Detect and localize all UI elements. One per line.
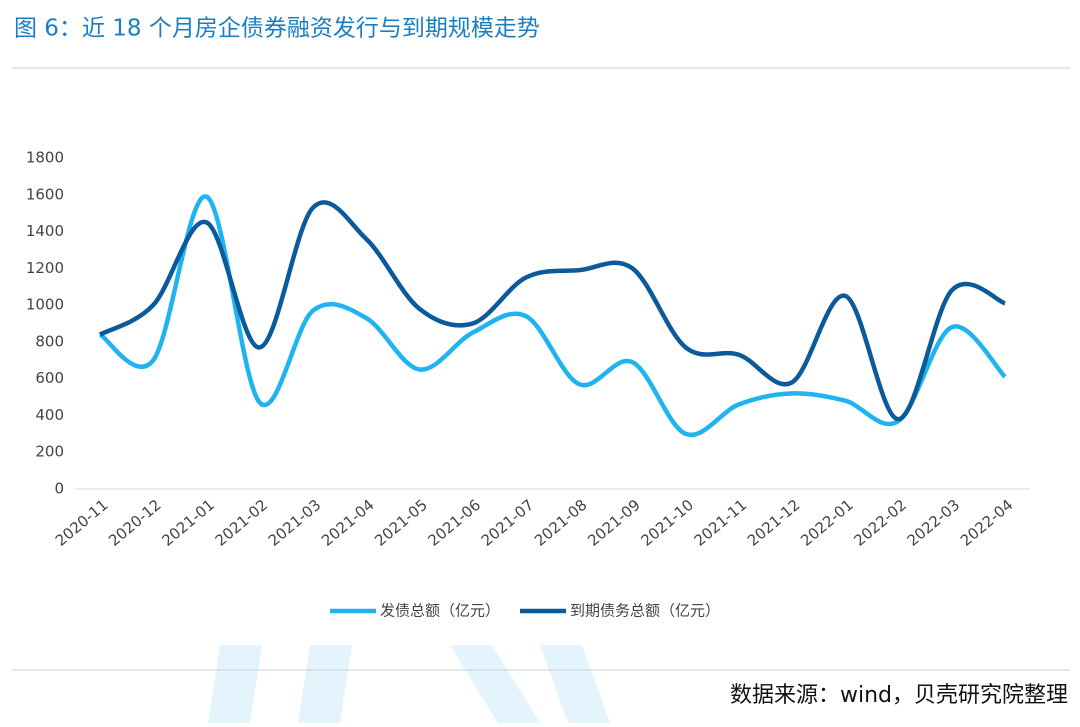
x-tick-label: 2021-10 bbox=[637, 496, 697, 550]
x-tick-label: 2020-11 bbox=[52, 496, 112, 550]
x-tick-label: 2021-07 bbox=[478, 496, 538, 550]
y-tick-label: 400 bbox=[35, 406, 64, 424]
y-tick-label: 1200 bbox=[26, 259, 64, 277]
series-line bbox=[98, 194, 1007, 438]
x-tick-label: 2021-01 bbox=[158, 496, 218, 550]
x-tick-label: 2021-05 bbox=[371, 496, 431, 550]
chart-title: 图 6：近 18 个月房企债券融资发行与到期规模走势 bbox=[14, 16, 540, 42]
y-tick-label: 1600 bbox=[26, 185, 64, 203]
x-tick-label: 2021-03 bbox=[265, 496, 325, 550]
watermark bbox=[208, 645, 610, 723]
x-tick-label: 2022-01 bbox=[797, 496, 857, 550]
source-note: 数据来源：wind，贝壳研究院整理 bbox=[730, 683, 1068, 708]
x-tick-label: 2021-11 bbox=[691, 496, 751, 550]
y-tick-label: 1400 bbox=[26, 222, 64, 240]
x-tick-label: 2022-03 bbox=[904, 496, 964, 550]
y-tick-label: 200 bbox=[35, 443, 64, 461]
y-tick-label: 600 bbox=[35, 369, 64, 387]
x-tick-label: 2021-04 bbox=[318, 496, 378, 550]
y-tick-label: 1000 bbox=[26, 296, 64, 314]
x-tick-label: 2022-04 bbox=[957, 496, 1017, 550]
x-tick-label: 2020-12 bbox=[105, 496, 165, 550]
legend-label: 到期债务总额（亿元） bbox=[570, 602, 720, 620]
x-tick-label: 2021-06 bbox=[425, 496, 485, 550]
x-tick-label: 2021-02 bbox=[212, 496, 272, 550]
y-tick-label: 800 bbox=[35, 332, 64, 350]
y-tick-label: 1800 bbox=[26, 149, 64, 167]
x-tick-label: 2021-12 bbox=[744, 496, 804, 550]
series-line bbox=[98, 200, 1006, 422]
x-tick-label: 2022-02 bbox=[850, 496, 910, 550]
x-tick-label: 2021-09 bbox=[584, 496, 644, 550]
legend-label: 发债总额（亿元） bbox=[380, 602, 500, 620]
x-tick-label: 2021-08 bbox=[531, 496, 591, 550]
y-tick-label: 0 bbox=[54, 480, 64, 498]
